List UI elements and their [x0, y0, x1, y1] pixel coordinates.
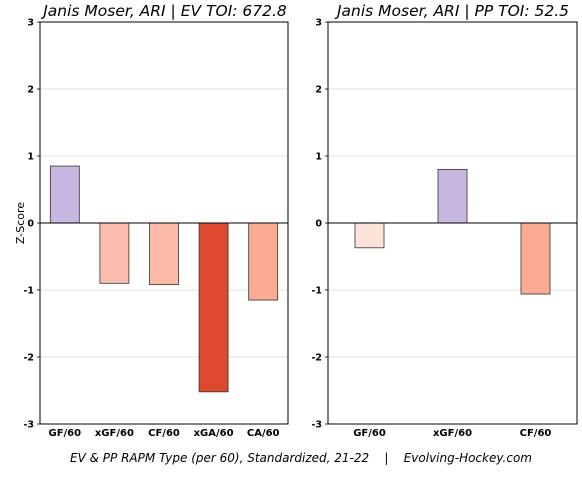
panel-2-x-tick-label-1: xGF/60	[433, 428, 472, 439]
panel-2-y-tick-label-2: 1	[315, 152, 322, 163]
panel-1-bar-2	[149, 222, 179, 286]
panel-2-bar-1	[437, 168, 468, 224]
panel-1-x-tick-label-3: xGA/60	[194, 428, 234, 439]
panel-1-bar-4	[248, 222, 279, 301]
panel-1-x-tick-label-1: xGF/60	[95, 428, 134, 439]
panel-2-title: Janis Moser, ARI | PP TOI: 52.5	[334, 2, 569, 20]
panel-1-bar-1	[99, 222, 130, 284]
panel-2-x-tick-label-0: GF/60	[353, 428, 386, 439]
panel-2-y-tick-label-0: 3	[315, 18, 322, 29]
panel-1-y-tick-label-4: -1	[23, 286, 34, 297]
panel-2-y-tick-label-3: 0	[315, 219, 322, 230]
panel-2-y-tick-label-6: -3	[311, 420, 322, 431]
panel-1-title: Janis Moser, ARI | EV TOI: 672.8	[40, 2, 287, 20]
panel-2-y-tick-label-1: 2	[315, 85, 322, 96]
panel-1-x-tick-label-2: CF/60	[148, 428, 180, 439]
panel-2-y-tick-label-4: -1	[311, 286, 322, 297]
panel-1-y-tick-label-6: -3	[23, 420, 34, 431]
panel-1-x-tick-label-4: CA/60	[247, 428, 280, 439]
footer-caption: EV & PP RAPM Type (per 60), Standardized…	[70, 451, 532, 465]
panel-1-y-tick-label-5: -2	[23, 353, 34, 364]
panel-2-bar-2	[520, 222, 551, 295]
panel-2-y-tick-label-5: -2	[311, 353, 322, 364]
panel-1-x-tick-label-0: GF/60	[48, 428, 81, 439]
panel-1-y-tick-label-1: 2	[27, 85, 34, 96]
panel-1-bar-0	[49, 165, 80, 224]
panel-1-y-tick-label-0: 3	[27, 18, 34, 29]
panel-1-bar-3	[198, 222, 229, 393]
panel-1-y-tick-label-2: 1	[27, 152, 34, 163]
panel-2-x-tick-label-2: CF/60	[520, 428, 552, 439]
panel-1-y-tick-label-3: 0	[27, 219, 34, 230]
y-axis-label: Z-Score	[14, 202, 27, 244]
panel-2-bar-0	[354, 222, 385, 249]
